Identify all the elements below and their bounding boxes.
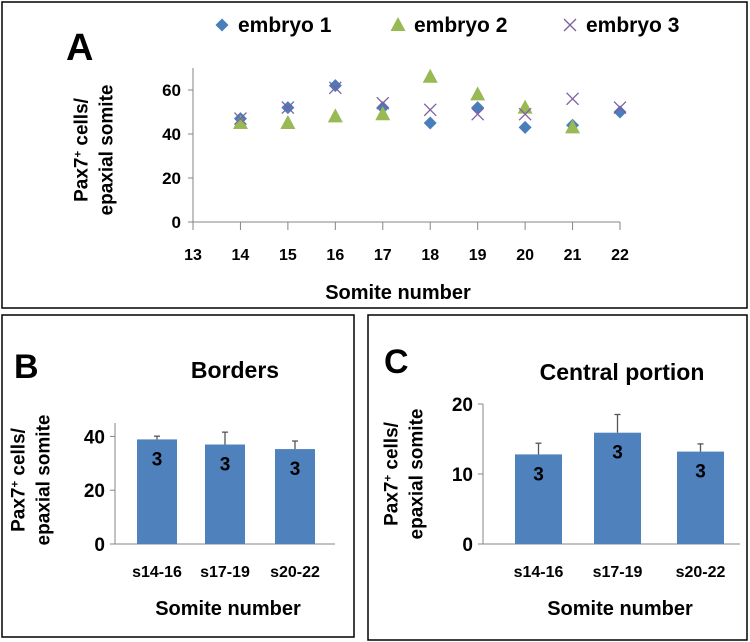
y-tick-label: 20	[452, 395, 473, 416]
panel-b-chart: Borders 0 20 40 3 s14-16 3 s17-19 3 s20-22 Somite …	[9, 357, 335, 620]
data-point-embryo-1	[471, 101, 485, 115]
x-tick-label: 13	[184, 247, 202, 264]
x-axis-label: Somite number	[325, 282, 471, 304]
panel-a-chart: 0 20 40 60 13 14 15 16 17 18 19 20 21 22 Somite number…	[72, 14, 680, 304]
y-tick-label: 20	[162, 169, 181, 188]
y-axis-label-line2: epaxial somite	[97, 85, 118, 216]
data-point-embryo-2	[470, 86, 486, 101]
data-point-embryo-2	[517, 99, 533, 114]
x-axis-label: Somite number	[155, 598, 301, 620]
legend-marker-embryo-2	[390, 17, 406, 31]
data-point-embryo-2	[232, 115, 248, 129]
y-axis-label-text: Pax7	[9, 488, 30, 532]
x-tick-label: 20	[516, 247, 534, 264]
y-tick-label: 0	[172, 213, 181, 232]
y-axis-label-line1: Pax7+ cells/	[9, 427, 30, 532]
chart-title: Borders	[191, 357, 279, 383]
data-point-embryo-3	[376, 96, 390, 110]
data-point-embryo-3	[518, 107, 532, 121]
bar-s20-22	[275, 449, 315, 544]
data-point-embryo-1	[613, 105, 627, 119]
y-axis-label-line1: Pax7+ cells/	[382, 421, 403, 526]
y-tick-label: 20	[84, 481, 105, 502]
panel-a-frame	[1, 1, 748, 309]
y-axis-label-superscript: +	[10, 481, 22, 488]
legend-marker-embryo-1	[215, 18, 229, 32]
legend-marker-embryo-3	[563, 18, 577, 32]
bar-s17-19	[205, 444, 245, 544]
bar-s14-16	[137, 439, 177, 544]
x-tick-label: s14-16	[132, 564, 182, 581]
y-tick-label: 40	[84, 427, 105, 448]
y-axis-label-text: Pax7	[72, 158, 93, 202]
y-axis-label-text: cells/	[72, 97, 93, 151]
bar-n-label: 3	[220, 455, 231, 476]
y-axis-label-line1: Pax7+ cells/	[72, 97, 93, 202]
data-point-embryo-2	[375, 106, 391, 121]
y-tick-label: 10	[452, 465, 473, 486]
bar-n-label: 3	[695, 462, 706, 483]
x-tick-label: 21	[564, 247, 582, 264]
bar-s17-19	[594, 432, 641, 544]
y-axis-label-line2: epaxial somite	[34, 415, 55, 546]
y-axis-label-line2: epaxial somite	[407, 409, 428, 540]
data-point-embryo-3	[281, 101, 295, 115]
y-tick-label: 60	[162, 81, 181, 100]
data-point-embryo-1	[328, 79, 342, 93]
data-point-embryo-2	[327, 108, 343, 123]
x-tick-label: s20-22	[676, 564, 726, 581]
bar-s14-16	[515, 454, 562, 544]
data-point-embryo-2	[565, 119, 581, 134]
x-tick-label: 19	[469, 247, 487, 264]
y-axis-label-superscript: +	[383, 475, 395, 482]
data-point-embryo-3	[613, 101, 627, 115]
x-tick-label: 16	[326, 247, 344, 264]
chart-title: Central portion	[540, 359, 705, 385]
x-tick-label: s17-19	[200, 564, 250, 581]
legend-label: embryo 3	[586, 14, 679, 37]
panel-c-chart: Central portion 0 10 20 3 s14-16 3 s17-19 3 s20-2…	[382, 359, 740, 620]
y-axis-label-text: cells/	[382, 421, 403, 475]
x-tick-label: 17	[374, 247, 392, 264]
panel-c-frame	[367, 314, 748, 641]
data-point-embryo-3	[566, 92, 580, 106]
x-tick-label: s17-19	[593, 564, 643, 581]
panel-b-frame	[1, 314, 355, 638]
x-tick-label: 14	[232, 247, 250, 264]
y-axis-label-superscript: +	[73, 151, 85, 158]
panel-a-letter: A	[66, 27, 93, 69]
data-point-embryo-2	[422, 68, 438, 83]
bar-s20-22	[677, 451, 724, 544]
bar-n-label: 3	[290, 459, 301, 480]
y-tick-label: 0	[462, 535, 473, 556]
y-axis-label-text: cells/	[9, 427, 30, 481]
y-tick-label: 0	[94, 535, 105, 556]
data-point-embryo-3	[423, 103, 437, 117]
bar-n-label: 3	[533, 464, 544, 485]
data-point-embryo-1	[518, 120, 532, 134]
data-point-embryo-3	[233, 112, 247, 126]
data-point-embryo-1	[423, 116, 437, 130]
data-point-embryo-3	[328, 81, 342, 95]
x-tick-label: s14-16	[514, 564, 564, 581]
panel-c-letter: C	[384, 343, 409, 381]
y-tick-label: 40	[162, 125, 181, 144]
x-tick-label: 22	[611, 247, 629, 264]
bar-n-label: 3	[612, 443, 623, 464]
data-point-embryo-2	[280, 115, 296, 129]
x-tick-label: 18	[421, 247, 439, 264]
x-tick-label: 15	[279, 247, 297, 264]
x-axis-label: Somite number	[547, 598, 693, 620]
panel-b-letter: B	[14, 348, 39, 386]
data-point-embryo-3	[471, 107, 485, 121]
legend-label: embryo 2	[414, 14, 507, 37]
y-axis-label-text: Pax7	[382, 482, 403, 526]
bar-n-label: 3	[152, 449, 163, 470]
x-tick-label: s20-22	[270, 564, 320, 581]
legend-label: embryo 1	[238, 14, 332, 37]
